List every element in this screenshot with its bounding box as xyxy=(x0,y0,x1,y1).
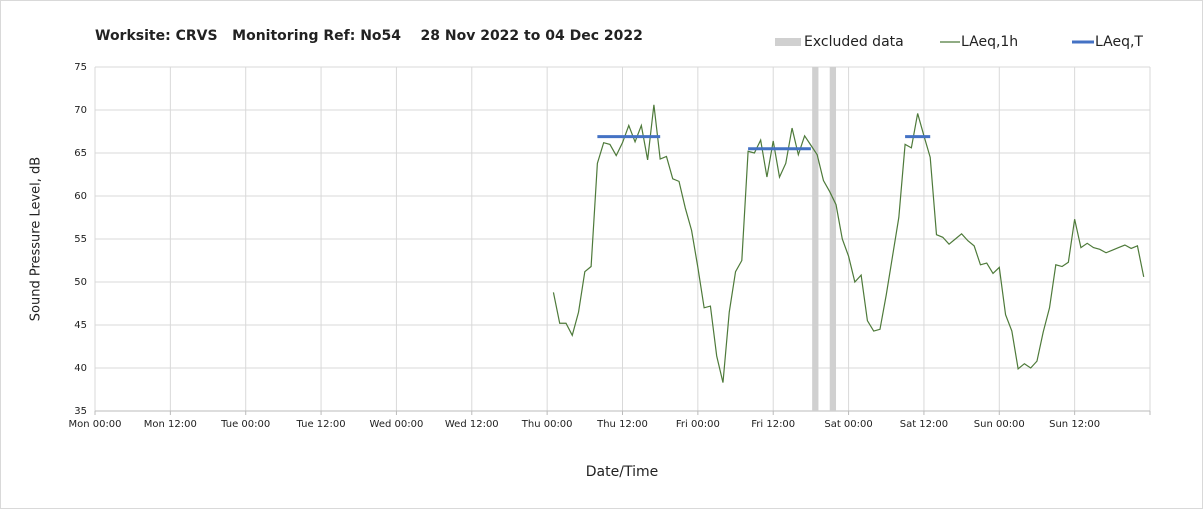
x-tick-label: Sat 00:00 xyxy=(824,419,872,430)
chart-title: Worksite: CRVS Monitoring Ref: No54 28 N… xyxy=(95,28,643,44)
y-tick-label: 40 xyxy=(74,363,87,374)
x-tick-label: Thu 00:00 xyxy=(521,419,573,430)
x-tick-label: Mon 12:00 xyxy=(144,419,197,430)
x-tick-label: Sat 12:00 xyxy=(900,419,948,430)
x-tick-label: Mon 00:00 xyxy=(68,419,121,430)
y-tick-label: 35 xyxy=(74,406,87,417)
y-tick-label: 60 xyxy=(74,191,87,202)
legend-swatch xyxy=(775,38,801,46)
x-tick-label: Fri 12:00 xyxy=(751,419,795,430)
legend-label: LAeq,T xyxy=(1095,34,1143,50)
excluded-band xyxy=(829,67,837,411)
x-axis-label: Date/Time xyxy=(586,464,658,480)
line xyxy=(552,104,1145,383)
y-tick-label: 50 xyxy=(74,277,87,288)
legend-label: Excluded data xyxy=(804,34,904,50)
y-tick-label: 65 xyxy=(74,148,87,159)
y-tick-label: 70 xyxy=(74,105,87,116)
x-tick-label: Sun 00:00 xyxy=(974,419,1025,430)
excluded-band xyxy=(812,67,819,411)
y-tick-label: 45 xyxy=(74,320,87,331)
x-tick-label: Fri 00:00 xyxy=(676,419,720,430)
x-tick-label: Wed 00:00 xyxy=(370,419,424,430)
y-tick-label: 75 xyxy=(74,62,87,73)
x-tick-label: Wed 12:00 xyxy=(445,419,499,430)
y-tick-label: 55 xyxy=(74,234,87,245)
legend-label: LAeq,1h xyxy=(961,34,1018,50)
x-tick-label: Tue 00:00 xyxy=(220,419,270,430)
x-tick-label: Thu 12:00 xyxy=(596,419,648,430)
y-axis-label: Sound Pressure Level, dB xyxy=(29,157,44,321)
x-tick-label: Sun 12:00 xyxy=(1049,419,1100,430)
x-tick-label: Tue 12:00 xyxy=(296,419,346,430)
